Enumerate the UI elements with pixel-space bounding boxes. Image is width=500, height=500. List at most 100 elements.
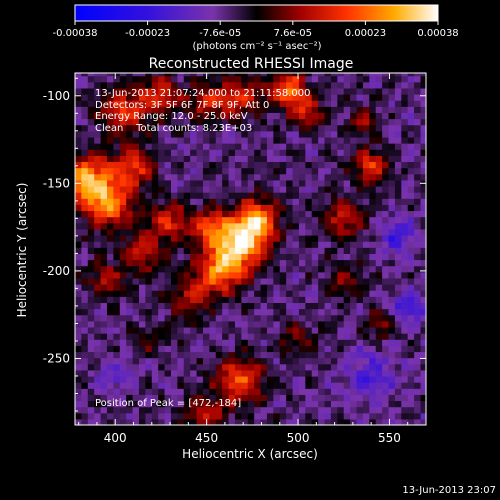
heatmap-cell <box>260 106 268 113</box>
heatmap-cell <box>87 345 95 353</box>
heatmap-cell <box>132 124 140 132</box>
heatmap-cell <box>394 81 402 89</box>
heatmap-cell <box>337 284 345 291</box>
heatmap-cell <box>100 253 108 261</box>
heatmap-cell <box>126 222 134 230</box>
heatmap-cell <box>145 136 153 144</box>
heatmap-cell <box>87 296 95 304</box>
heatmap-cell <box>138 198 146 205</box>
heatmap-cell <box>164 277 172 285</box>
heatmap-cell <box>260 167 268 175</box>
heatmap-cell <box>113 259 121 267</box>
heatmap-cell <box>177 73 185 77</box>
heatmap-cell <box>394 173 402 181</box>
heatmap-cell <box>138 320 146 328</box>
heatmap-cell <box>87 192 95 199</box>
heatmap-cell <box>369 351 377 359</box>
heatmap-cell <box>273 222 281 230</box>
heatmap-cell <box>394 302 402 310</box>
heatmap-cell <box>164 253 172 261</box>
heatmap-cell <box>273 357 281 365</box>
heatmap-cell <box>190 216 198 224</box>
heatmap-cell <box>388 94 396 101</box>
heatmap-cell <box>196 210 204 218</box>
heatmap-cell <box>113 363 121 371</box>
heatmap-cell <box>126 406 134 414</box>
heatmap-cell <box>126 173 134 181</box>
heatmap-cell <box>388 100 396 107</box>
heatmap-cell <box>119 222 127 230</box>
heatmap-cell <box>196 339 204 346</box>
heatmap-cell <box>138 204 146 212</box>
heatmap-cell <box>75 216 82 224</box>
heatmap-cell <box>177 314 185 322</box>
heatmap-cell <box>305 179 313 187</box>
heatmap-cell <box>94 345 102 353</box>
heatmap-cell <box>369 333 377 340</box>
heatmap-cell <box>318 296 326 304</box>
heatmap-cell <box>407 412 415 420</box>
heatmap-cell <box>202 333 210 340</box>
heatmap-cell <box>138 173 146 181</box>
heatmap-cell <box>183 179 191 187</box>
heatmap-cell <box>132 418 140 425</box>
heatmap-cell <box>138 290 146 297</box>
heatmap-cell <box>266 149 274 156</box>
heatmap-cell <box>215 259 223 267</box>
heatmap-cell <box>209 296 217 304</box>
heatmap-cell <box>375 136 383 144</box>
heatmap-cell <box>119 320 127 328</box>
heatmap-cell <box>164 100 172 107</box>
heatmap-cell <box>190 198 198 205</box>
heatmap-cell <box>324 204 332 212</box>
heatmap-cell <box>266 388 274 395</box>
heatmap-cell <box>209 75 217 83</box>
heatmap-cell <box>151 216 159 224</box>
heatmap-cell <box>369 112 377 120</box>
heatmap-cell <box>170 271 178 279</box>
heatmap-cell <box>414 302 422 310</box>
heatmap-cell <box>158 130 166 138</box>
heatmap-cell <box>145 277 153 285</box>
heatmap-cell <box>260 253 268 261</box>
heatmap-cell <box>401 241 409 248</box>
heatmap-cell <box>132 216 140 224</box>
heatmap-cell <box>337 94 345 101</box>
heatmap-cell <box>394 308 402 316</box>
heatmap-cell <box>241 308 249 316</box>
heatmap-cell <box>158 308 166 316</box>
heatmap-cell <box>113 284 121 291</box>
heatmap-cell <box>132 136 140 144</box>
heatmap-cell <box>177 345 185 353</box>
heatmap-cell <box>375 94 383 101</box>
heatmap-cell <box>362 290 370 297</box>
heatmap-cell <box>401 320 409 328</box>
heatmap-cell <box>266 277 274 285</box>
heatmap-cell <box>305 149 313 156</box>
heatmap-cell <box>158 81 166 89</box>
heatmap-cell <box>298 75 306 83</box>
heatmap-cell <box>241 382 249 389</box>
heatmap-cell <box>100 185 108 193</box>
heatmap-cell <box>190 302 198 310</box>
heatmap-cell <box>196 271 204 279</box>
heatmap-cell <box>254 155 262 163</box>
heatmap-cell <box>414 253 422 261</box>
heatmap-cell <box>164 296 172 304</box>
heatmap-cell <box>190 130 198 138</box>
heatmap-cell <box>414 161 422 169</box>
heatmap-cell <box>113 394 121 402</box>
x-tick-label: 450 <box>195 431 218 445</box>
heatmap-cell <box>234 118 242 126</box>
heatmap-cell <box>260 179 268 187</box>
heatmap-cell <box>375 161 383 169</box>
heatmap-cell <box>126 216 134 224</box>
heatmap-cell <box>151 400 159 408</box>
heatmap-cell <box>132 271 140 279</box>
heatmap-cell <box>202 234 210 242</box>
heatmap-cell <box>209 247 217 254</box>
heatmap-cell <box>254 167 262 175</box>
heatmap-cell <box>183 87 191 95</box>
heatmap-cell <box>190 418 198 425</box>
heatmap-cell <box>420 130 426 138</box>
